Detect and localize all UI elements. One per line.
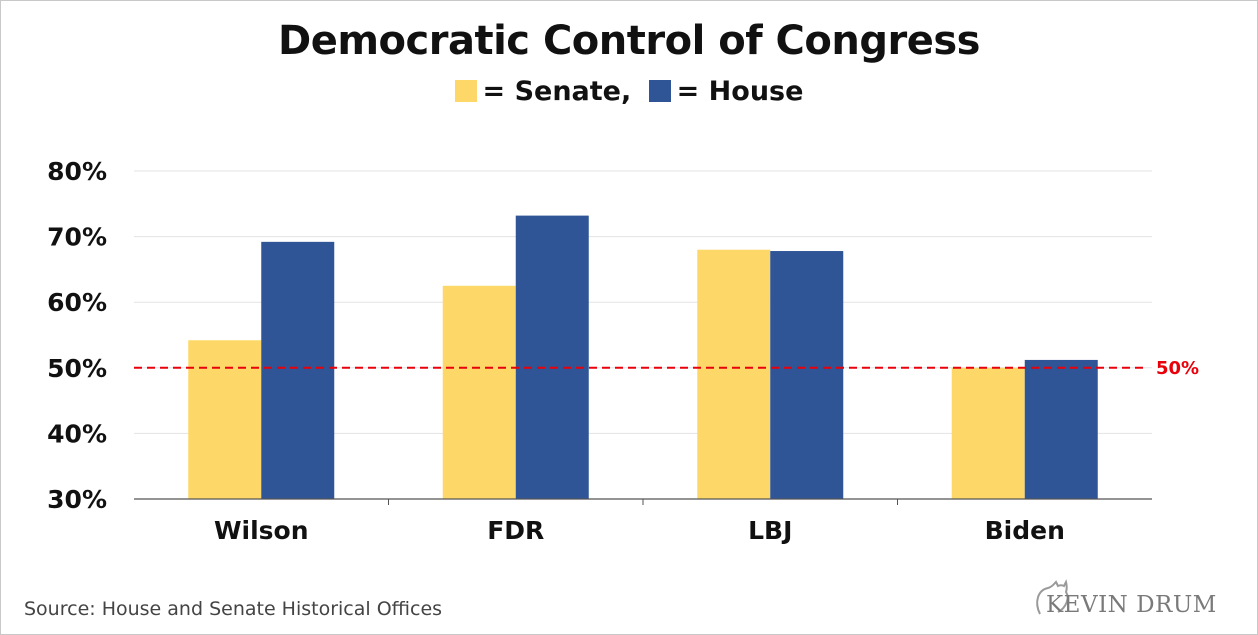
y-tick-label: 60% — [47, 288, 107, 317]
chart-title: Democratic Control of Congress — [278, 18, 980, 64]
y-tick-label: 40% — [47, 419, 107, 448]
legend-swatch-house — [648, 80, 671, 102]
y-tick-label: 30% — [47, 485, 107, 514]
reference-line-label: 50% — [1156, 358, 1199, 379]
x-tick-label: LBJ — [748, 516, 792, 545]
chart-legend: = Senate, = House — [0, 76, 1258, 107]
bar-senate-wilson — [188, 340, 262, 499]
y-tick-label: 50% — [47, 354, 107, 383]
legend-entry-senate: = Senate, — [454, 76, 632, 107]
y-tick-label: 80% — [47, 157, 107, 186]
x-tick-label: Biden — [985, 516, 1065, 545]
bar-house-biden — [1024, 359, 1098, 499]
bar-house-lbj — [770, 251, 844, 499]
legend-swatch-senate — [454, 80, 477, 102]
x-tick-label: Wilson — [214, 516, 309, 545]
legend-label-senate: = Senate, — [482, 76, 632, 107]
bar-house-fdr — [515, 215, 589, 499]
legend-label-house: = House — [676, 76, 804, 107]
legend-entry-house: = House — [648, 76, 804, 107]
bar-senate-biden — [951, 367, 1025, 499]
brand-wordmark: KEVIN DRUM — [1046, 592, 1217, 618]
cat-logo-icon — [1036, 579, 1069, 615]
y-tick-label: 70% — [47, 223, 107, 252]
bar-senate-lbj — [697, 249, 771, 499]
x-tick-label: FDR — [487, 516, 544, 545]
bar-house-wilson — [261, 241, 335, 499]
source-note: Source: House and Senate Historical Offi… — [24, 598, 443, 620]
bar-senate-fdr — [442, 285, 516, 499]
